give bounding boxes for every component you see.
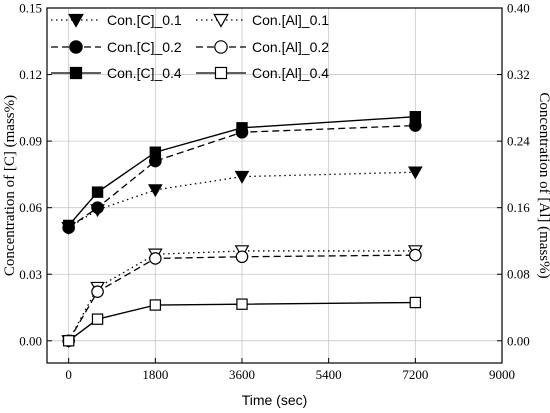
plot-frame [46, 7, 503, 364]
right-y-tick-label: 0.32 [507, 67, 530, 82]
left-y-axis-title: Concentration of [C] (mass%) [2, 95, 18, 276]
left-y-tick-label: 0.00 [19, 333, 42, 348]
left-y-tick-label: 0.15 [19, 1, 42, 16]
x-axis-title: Time (sec) [242, 392, 308, 408]
data-point [149, 252, 162, 265]
series-6 [62, 296, 422, 347]
data-point [149, 146, 162, 158]
right-y-tick-label: 0.08 [507, 267, 530, 282]
legend-item: Con.[Al]_0.1 [196, 12, 329, 28]
series-5 [62, 248, 422, 348]
right-y-tick-label: 0.00 [507, 333, 530, 348]
data-point [409, 296, 422, 309]
x-tick-label: 7200 [402, 367, 428, 382]
right-y-tick-label: 0.24 [507, 134, 530, 149]
data-point [91, 285, 104, 299]
right-y-tick-label: 0.40 [507, 1, 530, 16]
data-point [236, 298, 248, 310]
legend-label: Con.[Al]_0.1 [252, 12, 329, 28]
grid-layer [47, 8, 502, 363]
legend-label: Con.[Al]_0.4 [252, 65, 329, 81]
left-y-tick-label: 0.12 [19, 67, 42, 82]
data-point [148, 184, 163, 198]
data-point [62, 219, 75, 232]
legend-label: Con.[C]_0.1 [107, 12, 182, 28]
legend-marker [213, 13, 229, 28]
legend-marker [214, 40, 228, 54]
data-point [409, 111, 422, 123]
legend-item: Con.[C]_0.4 [51, 65, 182, 81]
data-point [91, 201, 104, 214]
x-tick-label: 1800 [142, 367, 168, 382]
data-point [62, 335, 75, 347]
right-y-tick-label: 0.16 [507, 200, 530, 215]
legend-marker [68, 13, 84, 28]
left-y-tick-label: 0.06 [19, 200, 42, 215]
x-tick-label: 3600 [229, 367, 255, 382]
data-point [409, 248, 422, 262]
series-line [68, 124, 416, 229]
legend: Con.[C]_0.1 Con.[C]_0.2 Con.[C]_0.4 Con.[Al… [51, 12, 329, 81]
x-tick-label: 0 [65, 367, 72, 382]
left-y-tick-label: 0.03 [19, 267, 42, 282]
legend-marker [69, 66, 83, 80]
data-point [91, 313, 104, 325]
series-3 [62, 111, 422, 232]
legend-label: Con.[Al]_0.2 [252, 39, 329, 55]
data-point [149, 299, 162, 311]
data-point [236, 122, 248, 134]
axis-layer: 0 1800 3600 5400 7200 9000 0.00 0.03 0.06 0.09 0.1… [19, 1, 530, 383]
legend-label: Con.[C]_0.2 [107, 39, 182, 55]
legend-item: Con.[Al]_0.2 [196, 39, 329, 55]
legend-item: Con.[C]_0.2 [51, 39, 182, 55]
series-line [68, 250, 416, 342]
legend-marker [69, 40, 83, 54]
x-tick-label: 9000 [489, 367, 515, 382]
data-point [408, 166, 423, 180]
data-point [234, 170, 250, 184]
left-y-tick-label: 0.09 [19, 134, 42, 149]
legend-item: Con.[C]_0.1 [51, 12, 182, 28]
data-point [91, 186, 104, 198]
data-point [235, 250, 249, 264]
legend-marker [214, 66, 228, 80]
series-layer [61, 111, 423, 349]
legend-item: Con.[Al]_0.4 [196, 65, 329, 81]
legend-label: Con.[C]_0.4 [107, 65, 182, 81]
right-y-axis-title: Concentration of [Al] (mass%) [536, 92, 550, 278]
x-tick-label: 5400 [316, 367, 342, 382]
